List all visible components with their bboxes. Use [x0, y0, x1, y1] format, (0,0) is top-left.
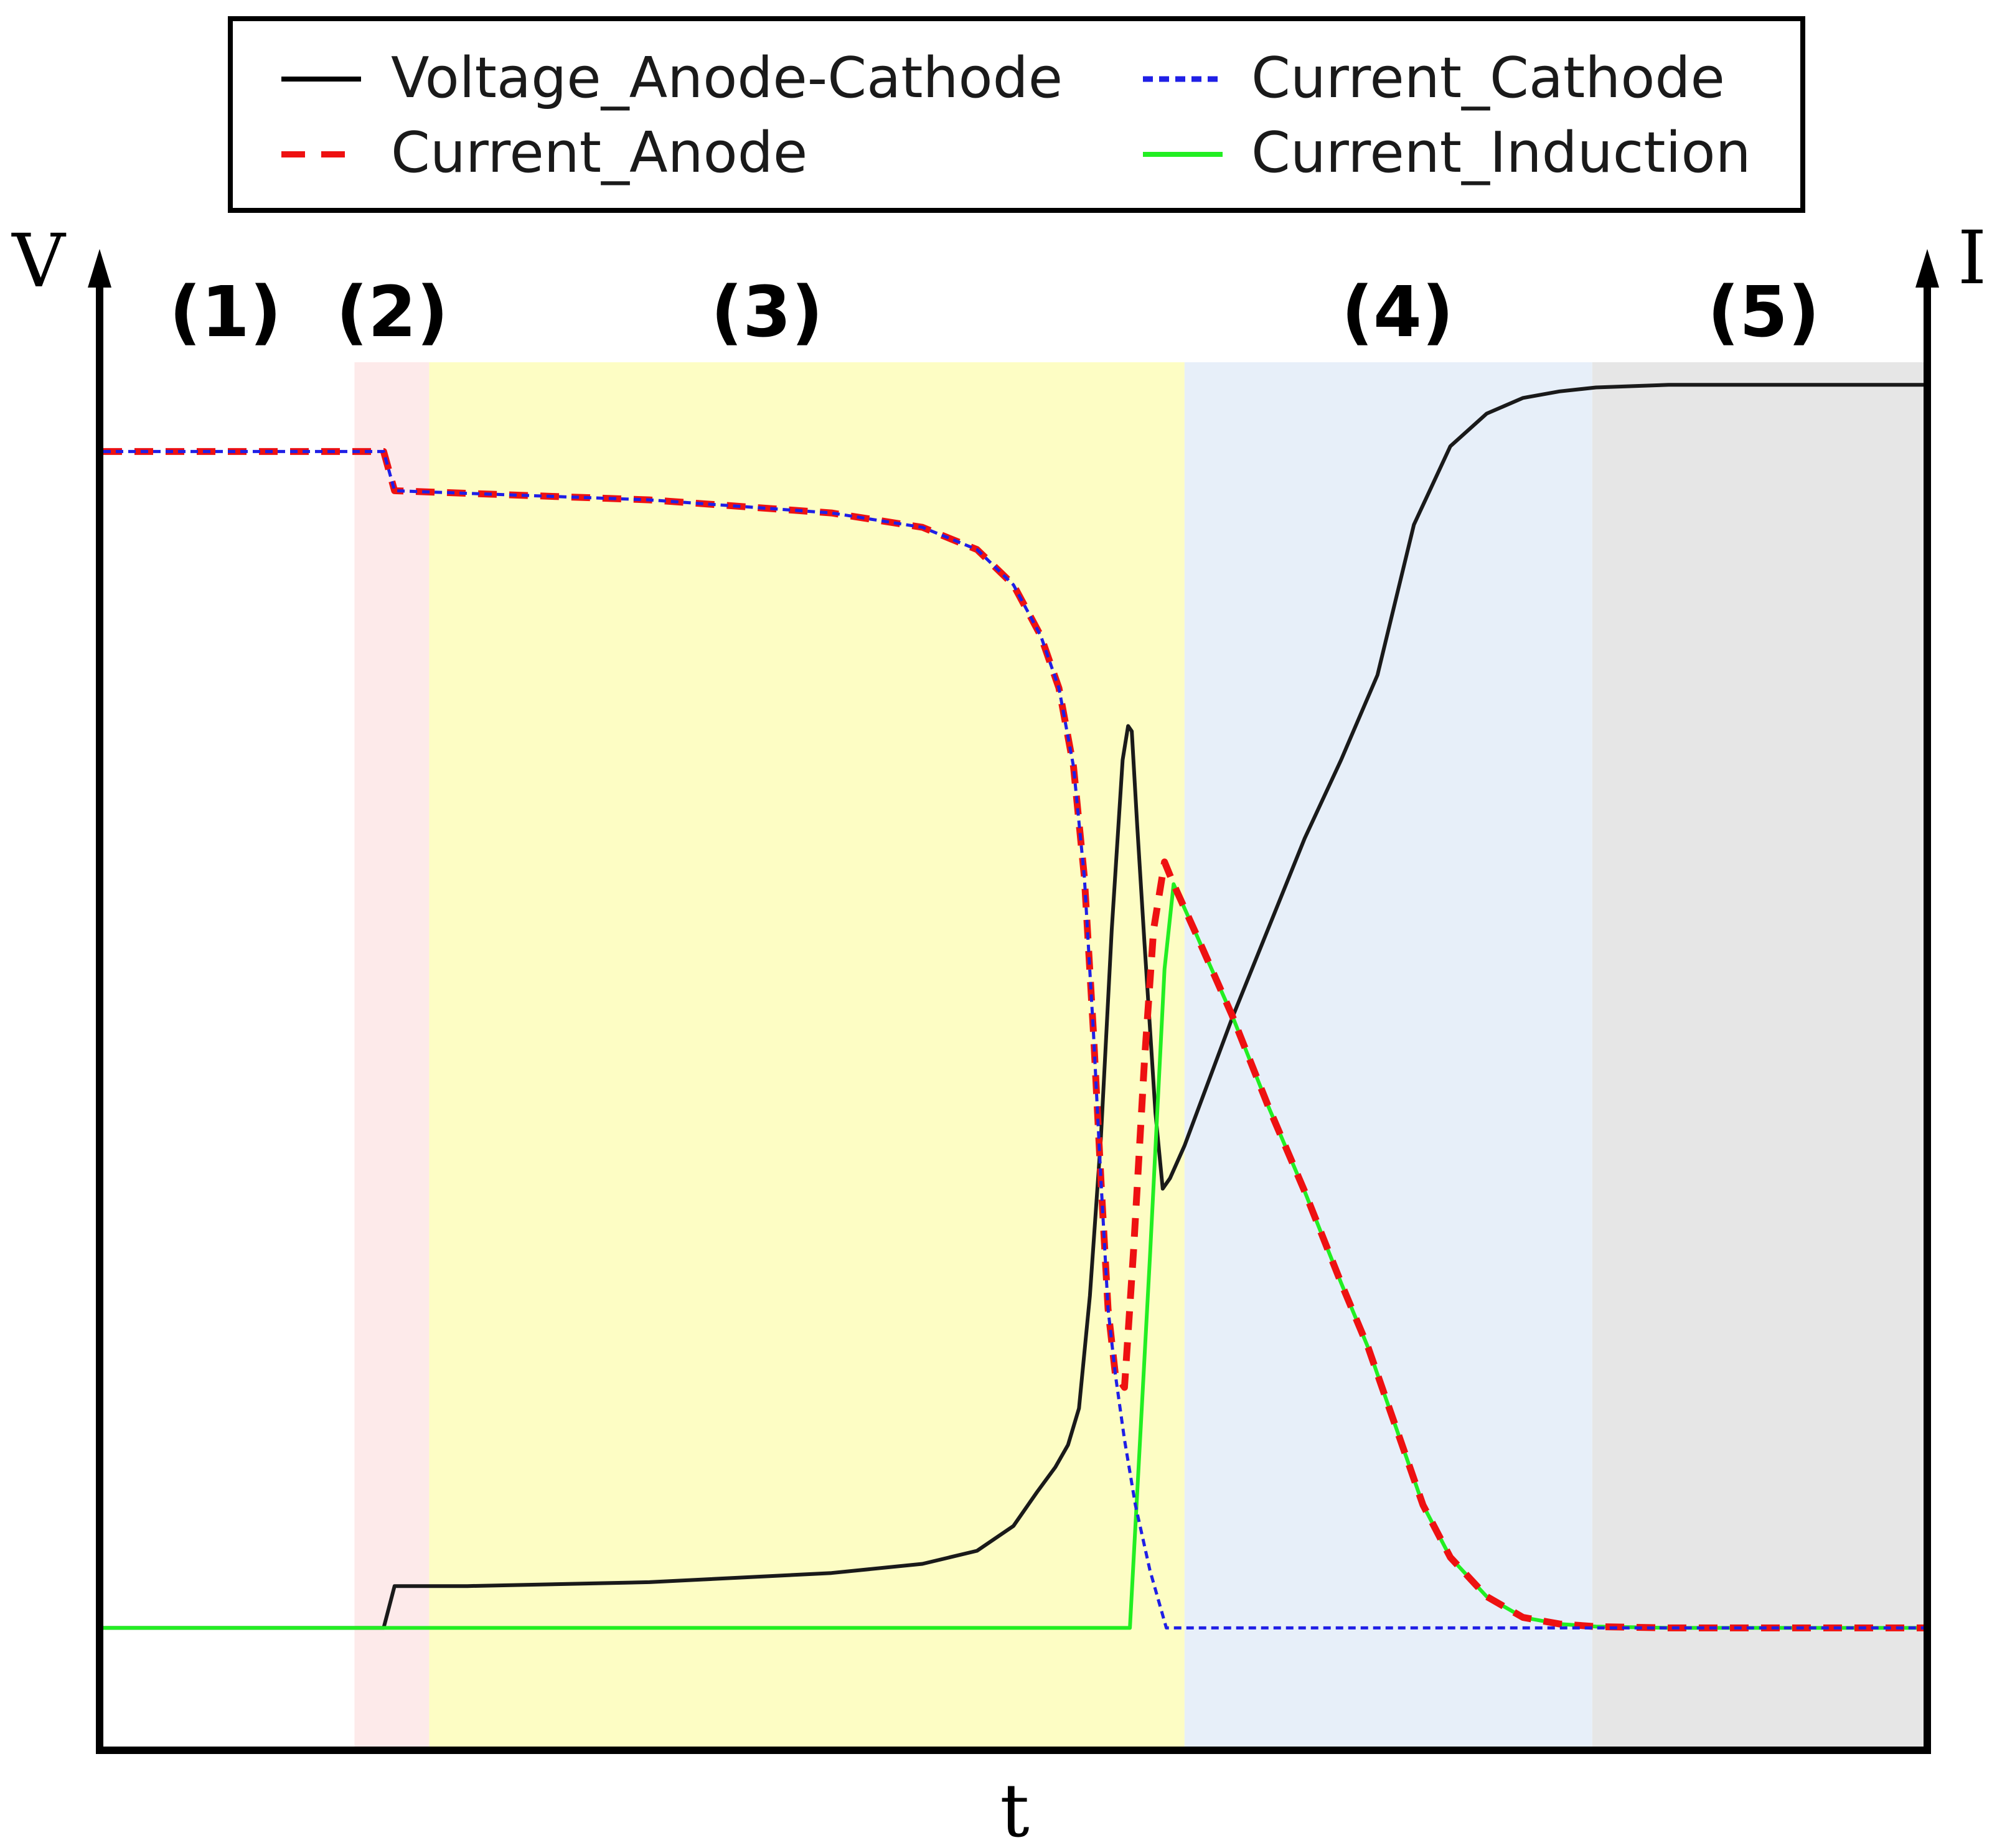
phase-regions [103, 362, 1924, 1747]
phase-region-labels: (1) (2) (3) (4) (5) [169, 272, 1820, 353]
right-y-axis-label: I [1958, 215, 1987, 301]
series-line-voltage-anode-cathode [103, 383, 1924, 1630]
legend-box [228, 16, 1805, 213]
phase-region-label-5: (5) [1708, 272, 1820, 353]
left-y-axis-arrow-icon [88, 249, 111, 288]
legend-label-current-cathode: Current_Cathode [1251, 45, 1725, 111]
legend-label-current-induction: Current_Induction [1251, 120, 1751, 185]
phase-region-1 [103, 362, 355, 1747]
x-axis-label: t [1000, 1768, 1029, 1845]
legend: Voltage_Anode-Cathode Current_Cathode Cu… [228, 16, 1805, 213]
series-lines [103, 383, 1924, 1631]
left-y-axis-label: V [11, 218, 66, 304]
phase-region-label-4: (4) [1342, 272, 1454, 353]
phase-region-2 [354, 362, 430, 1747]
phase-region-label-3: (3) [711, 272, 823, 353]
phase-region-3 [429, 362, 1185, 1747]
phase-region-4 [1184, 362, 1592, 1747]
right-y-axis-arrow-icon [1915, 249, 1939, 288]
phase-region-5 [1592, 362, 1924, 1747]
legend-label-voltage: Voltage_Anode-Cathode [391, 45, 1063, 111]
phase-region-label-2: (2) [336, 272, 448, 353]
phase-region-label-1: (1) [169, 272, 281, 353]
legend-label-current-anode: Current_Anode [391, 120, 807, 185]
